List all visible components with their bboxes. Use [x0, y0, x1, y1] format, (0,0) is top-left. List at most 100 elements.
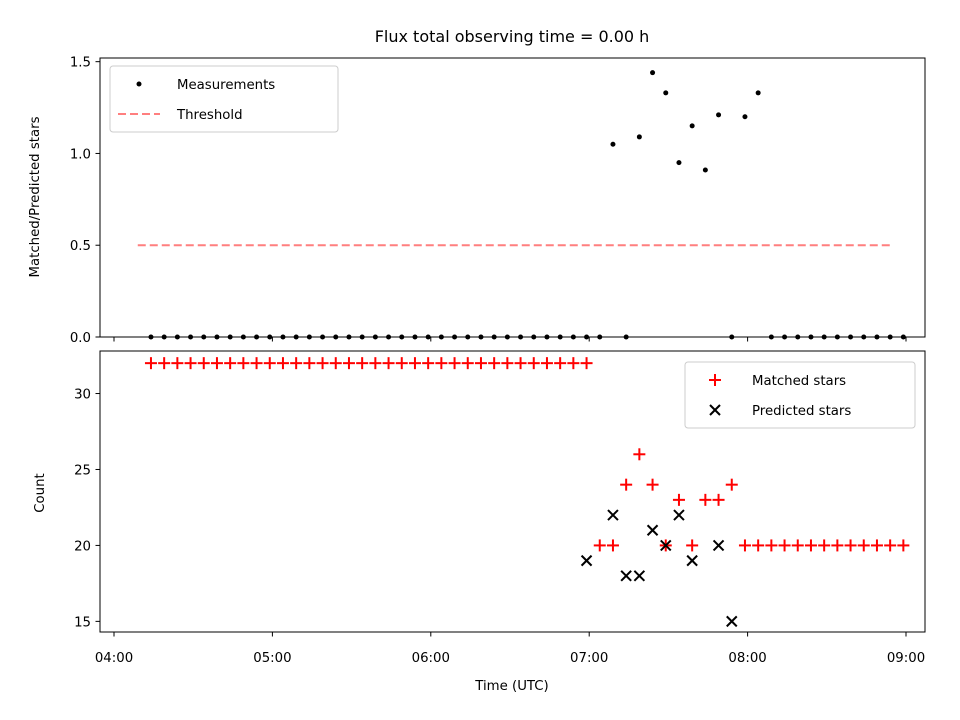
matched-star-point [303, 357, 316, 370]
top-y-ticks: 0.0 0.5 1.0 1.5 [70, 56, 100, 346]
legend-measurements-label: Measurements [177, 78, 275, 93]
matched-star-point [870, 539, 883, 552]
matched-star-point [158, 357, 171, 370]
predicted-star-point [620, 570, 632, 582]
top-y-tick-label: 0.0 [70, 331, 91, 346]
matched-star-point [197, 357, 210, 370]
bottom-x-tick-label: 09:00 [887, 651, 925, 666]
matched-star-point [831, 539, 844, 552]
matched-star-point [210, 357, 223, 370]
top-legend: Measurements Threshold [109, 65, 339, 133]
bottom-y-axis-label: Count [33, 473, 48, 513]
predicted-star-point [607, 509, 619, 521]
chart-title: Flux total observing time = 0.00 h [375, 27, 650, 46]
bottom-y-tick-label: 30 [74, 388, 91, 403]
bottom-plot-area [144, 357, 910, 628]
matched-star-point [752, 539, 765, 552]
matched-star-point [290, 357, 303, 370]
matched-star-point [765, 539, 778, 552]
top-y-tick-label: 1.0 [70, 147, 91, 162]
matched-star-point [356, 357, 369, 370]
top-panel: 0.0 0.5 1.0 1.5 Measurements Threshold [70, 56, 926, 346]
matched-star-point [633, 448, 646, 461]
matched-star-point [540, 357, 553, 370]
measurement-point [742, 114, 748, 120]
measurement-point [636, 134, 642, 140]
legend-matched-marker [709, 374, 721, 386]
matched-star-point [224, 357, 237, 370]
predicted-star-point [673, 509, 685, 521]
matched-star-point [686, 539, 699, 552]
matched-star-point [342, 357, 355, 370]
matched-star-point [897, 539, 910, 552]
matched-star-point [488, 357, 501, 370]
bottom-y-tick-label: 20 [74, 539, 91, 554]
measurement-point [676, 160, 682, 166]
measurement-point [663, 90, 669, 96]
measurement-point [610, 141, 616, 147]
bottom-y-tick-label: 25 [74, 463, 91, 478]
top-y-tick-label: 1.5 [70, 56, 91, 71]
bottom-x-tick-label: 08:00 [728, 651, 766, 666]
matched-star-point [791, 539, 804, 552]
matched-star-point [237, 357, 250, 370]
matched-star-point [778, 539, 791, 552]
matched-star-point [435, 357, 448, 370]
top-axes-frame [99, 57, 926, 338]
matched-star-point [818, 539, 831, 552]
measurement-point [716, 112, 722, 118]
matched-star-point [725, 478, 738, 491]
matched-star-point [382, 357, 395, 370]
bottom-x-tick-label: 07:00 [570, 651, 608, 666]
matched-star-point [369, 357, 382, 370]
bottom-x-tick-label: 06:00 [412, 651, 450, 666]
matched-star-point [620, 478, 633, 491]
matched-star-point [329, 357, 342, 370]
measurement-point [650, 70, 656, 76]
measurement-point [689, 123, 695, 129]
matched-star-point [567, 357, 580, 370]
bottom-x-tick-label: 05:00 [253, 651, 291, 666]
matched-star-point [844, 539, 857, 552]
predicted-star-point [660, 539, 672, 552]
matched-star-point [263, 357, 276, 370]
matched-star-point [144, 357, 157, 370]
predicted-star-point [686, 554, 698, 567]
predicted-star-point [646, 524, 659, 536]
matched-star-point [474, 357, 487, 370]
bottom-y-ticks: 15 20 25 30 [74, 388, 100, 630]
matched-star-point [501, 357, 514, 370]
legend-matched-label: Matched stars [752, 374, 846, 389]
matched-star-point [646, 478, 659, 491]
top-x-ticks [113, 337, 907, 342]
x-axis-label: Time (UTC) [474, 679, 549, 694]
bottom-legend-box [684, 361, 916, 429]
top-legend-box [109, 65, 339, 133]
matched-star-point [884, 539, 897, 552]
matched-star-point [699, 493, 712, 506]
matched-star-point [422, 357, 435, 370]
top-y-tick-label: 0.5 [70, 239, 91, 254]
matched-star-point [857, 539, 870, 552]
measurement-point [702, 167, 708, 173]
matched-star-point [593, 539, 606, 552]
matched-star-point [250, 357, 263, 370]
matched-star-point [554, 357, 567, 370]
predicted-star-point [726, 615, 738, 628]
matched-star-point [712, 493, 725, 506]
legend-predicted-label: Predicted stars [752, 404, 851, 419]
matched-star-point [448, 357, 461, 370]
bottom-y-tick-label: 15 [74, 615, 91, 630]
predicted-star-point [712, 539, 725, 552]
bottom-x-ticks: 04:00 05:00 06:00 07:00 08:00 09:00 [95, 632, 925, 666]
matched-star-point [527, 357, 540, 370]
predicted-star-point [580, 554, 593, 567]
matched-star-point [804, 539, 817, 552]
bottom-x-tick-label: 04:00 [95, 651, 133, 666]
matched-star-point [184, 357, 197, 370]
bottom-axes-frame [99, 350, 926, 633]
top-y-axis-label: Matched/Predicted stars [28, 116, 43, 277]
matched-star-point [408, 357, 421, 370]
